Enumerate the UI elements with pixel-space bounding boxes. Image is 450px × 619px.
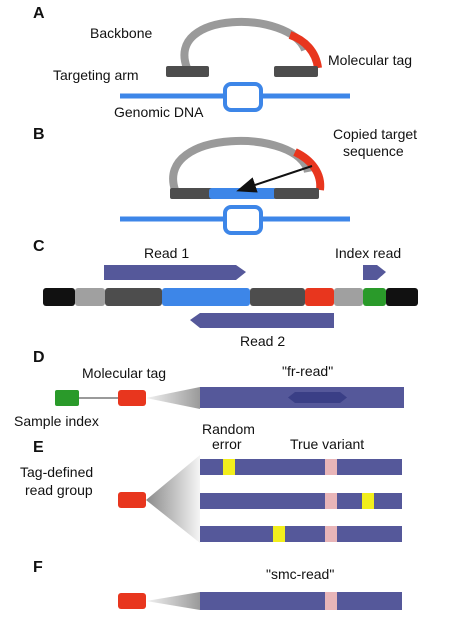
copied-target-sequence [209, 188, 277, 199]
sample-index-box [55, 390, 79, 406]
panel-d-letter: D [33, 349, 45, 366]
panel-f-letter: F [33, 559, 43, 576]
fan-f [146, 592, 200, 610]
segment-molecular-tag [305, 288, 334, 306]
segment-sample-index [363, 288, 386, 306]
panel-c-letter: C [33, 238, 45, 255]
targeting-arm-right-b [274, 188, 319, 199]
index-read-label: Index read [335, 245, 402, 261]
random-error-label-line2: error [212, 436, 242, 452]
panel-a-graphic [120, 17, 350, 112]
smc-tag-box [118, 593, 146, 609]
molecular-tag-arc-b [293, 148, 325, 191]
segment-gray-left [75, 288, 105, 306]
read-bar-1 [200, 459, 402, 475]
fr-read-inner-arrow [288, 392, 347, 403]
panel-f-graphic [118, 592, 402, 610]
tag-group-label-line1: Tag-defined [20, 464, 94, 480]
read-1-arrow [104, 265, 246, 280]
panel-b-letter: B [33, 126, 45, 143]
segment-dark-right [250, 288, 305, 306]
genomic-dna-label: Genomic DNA [114, 104, 204, 120]
random-error-mark-1 [223, 459, 235, 475]
copied-target-label-line2: sequence [343, 143, 404, 159]
read-bar-2 [200, 493, 402, 509]
true-variant-mark-1 [325, 459, 337, 475]
random-error-mark-2 [362, 493, 374, 509]
true-variant-mark-2 [325, 493, 337, 509]
panel-e-letter: E [33, 439, 44, 456]
true-variant-label: True variant [290, 436, 365, 452]
sample-index-label: Sample index [14, 413, 99, 429]
panel-e-graphic [118, 455, 402, 543]
fan-e [146, 455, 200, 543]
segment-gray-right [334, 288, 363, 306]
targeting-arm-left-b [170, 188, 213, 199]
tag-group-box [118, 492, 146, 508]
fr-read-label: "fr-read" [282, 363, 334, 379]
panel-d-graphic [55, 387, 404, 409]
smc-true-variant-mark [325, 592, 337, 610]
molecular-tag-label: Molecular tag [328, 52, 413, 68]
molecular-tag-label-d: Molecular tag [82, 365, 167, 381]
read-bar-3 [200, 526, 402, 542]
tag-group-label-line2: read group [25, 482, 93, 498]
segment-dark-left [105, 288, 162, 306]
smc-read-label: "smc-read" [266, 566, 335, 582]
true-variant-mark-3 [325, 526, 337, 542]
molecular-tag-arc [288, 31, 322, 69]
read-2-arrow [190, 313, 334, 328]
targeting-arm-right [274, 66, 318, 77]
random-error-label-line1: Random [202, 421, 255, 437]
segment-target [162, 288, 250, 306]
panel-c-graphic [43, 265, 418, 328]
backbone-arc [180, 17, 309, 70]
read-1-label: Read 1 [144, 245, 190, 261]
copied-sequence-arrow [236, 165, 313, 193]
copied-target-label-line1: Copied target [333, 126, 418, 142]
fan-d [146, 387, 200, 409]
random-error-mark-3 [273, 526, 285, 542]
backbone-arc-b [169, 137, 312, 192]
genomic-dna-bubble [223, 82, 263, 112]
read-2-label: Read 2 [240, 333, 286, 349]
backbone-label: Backbone [90, 25, 153, 41]
molecular-tag-box [118, 390, 146, 406]
index-read-arrow [363, 265, 386, 280]
smc-read-bar [200, 592, 402, 610]
genomic-dna-bubble-b [223, 205, 263, 235]
segment-black-left [43, 288, 75, 306]
targeting-arm-label: Targeting arm [53, 67, 139, 83]
targeting-arm-left [166, 66, 209, 77]
panel-a-letter: A [33, 5, 45, 22]
segment-black-right [386, 288, 418, 306]
panel-b-graphic [120, 137, 350, 235]
